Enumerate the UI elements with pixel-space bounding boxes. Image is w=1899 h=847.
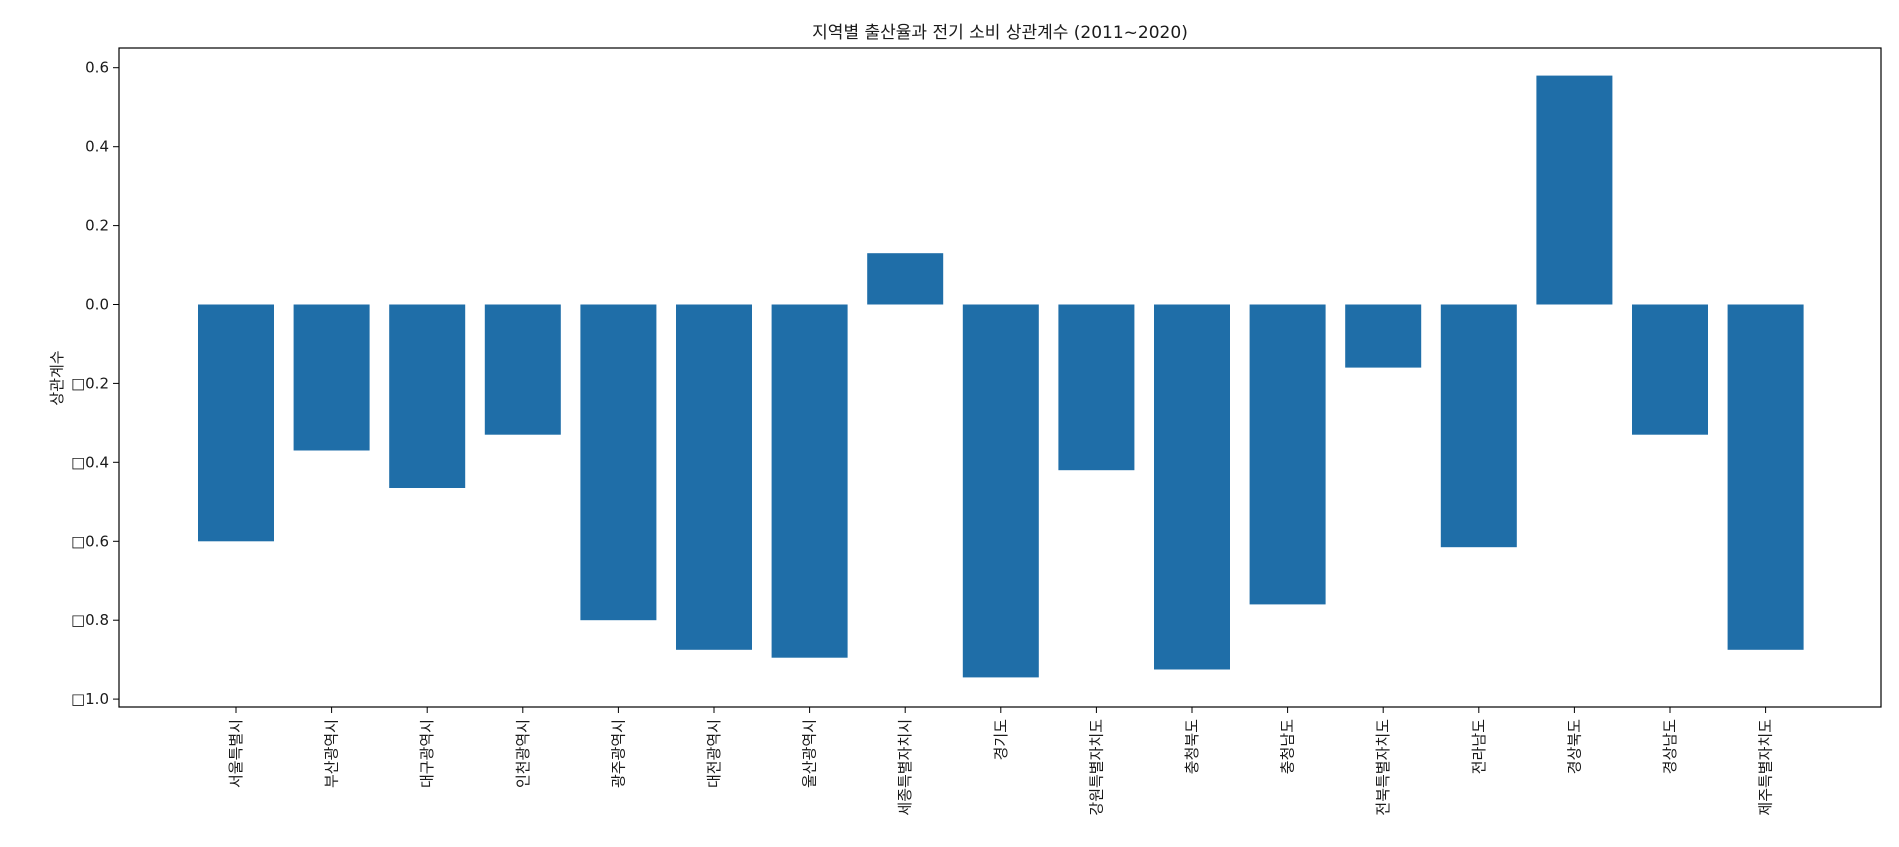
bar-충청북도: [1154, 304, 1230, 670]
x-tick-label: 강원특별자치도: [1087, 719, 1105, 816]
x-tick-label: 서울특별시: [227, 719, 245, 788]
x-tick-label: 인천광역시: [514, 719, 532, 788]
bar-강원특별자치도: [1058, 304, 1135, 471]
bar-세종특별자치시: [867, 253, 944, 305]
bar-광주광역시: [580, 304, 657, 621]
x-tick-label: 전북특별자치도: [1374, 719, 1392, 816]
bar-충청남도: [1249, 304, 1326, 605]
bar-경상남도: [1632, 304, 1708, 435]
y-tick-label: 0.2: [85, 217, 109, 235]
bars-group: [198, 75, 1804, 678]
y-axis-ticks: 0.6 0.4 0.2 0.0 □0.2 □0.4 □0.6 □0.8 □1.0: [71, 59, 119, 708]
y-tick-label: 0.6: [85, 59, 109, 77]
x-tick-label: 전라남도: [1470, 719, 1488, 774]
x-tick-label: 대전광역시: [705, 719, 723, 788]
bar-제주특별자치도: [1727, 304, 1804, 650]
y-tick-label: 0.4: [85, 138, 109, 156]
x-axis-ticks: 서울특별시 부산광역시 대구광역시 인천광역시 광주광역시 대전광역시 울산광역시 세종특별자…: [227, 707, 1775, 816]
y-tick-label: □0.4: [71, 453, 109, 471]
plot-frame: [118, 47, 1882, 708]
y-axis-label: 상관계수: [48, 350, 66, 405]
bar-서울특별시: [198, 304, 274, 542]
y-tick-label: □0.2: [71, 374, 109, 392]
bar-경상북도: [1536, 75, 1613, 305]
x-tick-label: 제주특별자치도: [1757, 719, 1775, 816]
x-tick-label: 경상남도: [1661, 719, 1679, 774]
bar-전라남도: [1440, 304, 1517, 548]
x-tick-label: 충청남도: [1279, 719, 1297, 774]
x-tick-label: 대구광역시: [418, 719, 436, 788]
y-tick-label: □0.8: [71, 611, 109, 629]
x-tick-label: 광주광역시: [609, 719, 627, 788]
x-tick-label: 울산광역시: [801, 719, 819, 788]
y-tick-label: □1.0: [71, 690, 109, 708]
bar-대전광역시: [676, 304, 752, 650]
x-tick-label: 충청북도: [1183, 719, 1201, 774]
bar-대구광역시: [389, 304, 466, 488]
bar-경기도: [962, 304, 1039, 678]
x-tick-label: 부산광역시: [323, 719, 341, 788]
y-tick-label: □0.6: [71, 532, 109, 550]
y-tick-label: 0.0: [85, 296, 109, 314]
x-tick-label: 경기도: [992, 719, 1010, 761]
chart-title: 지역별 출산율과 전기 소비 상관계수 (2011~2020): [812, 23, 1188, 43]
bar-울산광역시: [771, 304, 848, 658]
bar-전북특별자치도: [1345, 304, 1422, 368]
x-tick-label: 세종특별자치시: [896, 719, 914, 816]
x-tick-label: 경상북도: [1565, 719, 1583, 774]
bar-인천광역시: [484, 304, 561, 435]
bar-부산광역시: [293, 304, 370, 451]
